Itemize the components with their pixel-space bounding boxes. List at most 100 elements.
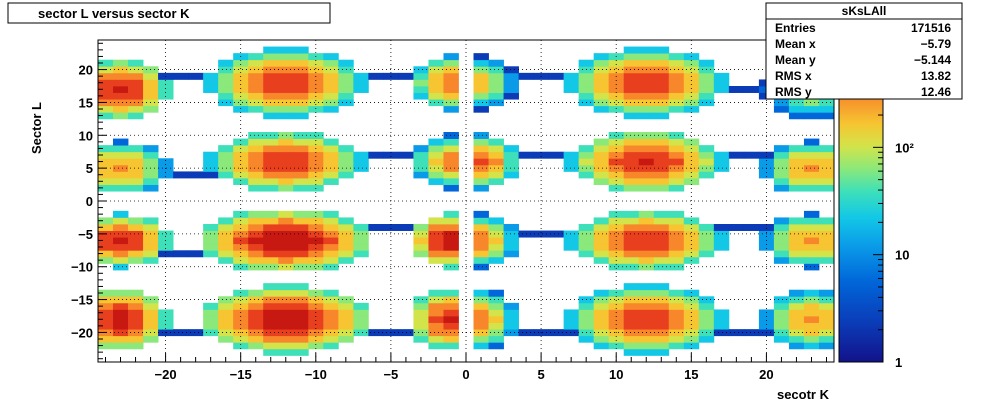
heatmap-cell [638,112,655,120]
heatmap-cell [443,329,459,337]
heatmap-cell [203,243,219,251]
heatmap-cell [323,256,339,264]
heatmap-cell [203,171,219,179]
heatmap-cell [338,322,354,330]
heatmap-cell [278,210,294,218]
heatmap-cell [113,243,129,251]
heatmap-cell [698,224,715,231]
heatmap-cell [293,302,309,310]
heatmap-cell [113,79,129,87]
heatmap-cell [248,302,264,310]
heatmap-cell [743,151,760,159]
heatmap-cell [473,178,489,185]
heatmap-cell [263,322,279,330]
heatmap-cell [683,224,700,231]
heatmap-cell [98,335,114,343]
heatmap-cell [233,210,249,218]
heatmap-cell [413,309,429,317]
heatmap-cell [278,138,294,146]
heatmap-cell [788,237,805,245]
heatmap-cell [113,164,129,172]
heatmap-cell [248,92,264,100]
heatmap-cell [218,59,234,67]
heatmap-cell [608,302,625,310]
heatmap-cell [593,72,610,80]
heatmap-cell [668,138,685,146]
heatmap-cell [638,151,655,159]
heatmap-cell [233,59,249,67]
heatmap-cell [323,178,339,185]
heatmap-cell [203,237,219,245]
heatmap-cell [248,309,264,317]
heatmap-cell [638,289,655,297]
heatmap-cell [488,178,504,185]
heatmap-cell [233,99,249,107]
heatmap-cell [593,66,610,74]
heatmap-cell [218,224,234,231]
heatmap-cell [143,316,159,323]
heatmap-cell [503,329,519,337]
heatmap-cell [248,132,264,139]
heatmap-cell [503,243,519,251]
heatmap-cell [278,171,294,179]
heatmap-cell [473,72,489,80]
heatmap-cell [113,112,129,120]
heatmap-cell [263,243,279,251]
heatmap-cell [263,184,279,192]
heatmap-cell [128,59,144,67]
heatmap-cell [278,151,294,159]
heatmap-cell [278,256,294,264]
heatmap-cell [698,145,715,153]
heatmap-cell [653,59,670,67]
heatmap-cell [653,79,670,87]
heatmap-cell [278,335,294,343]
heatmap-cell [473,86,489,93]
heatmap-cell [818,289,835,297]
heatmap-cell [353,164,369,172]
heatmap-cell [368,72,384,80]
heatmap-cell [128,145,144,153]
heatmap-cell [248,86,264,93]
heatmap-cell [443,309,459,317]
heatmap-cell [503,158,519,166]
heatmap-cell [488,230,504,238]
heatmap-cell [788,309,805,317]
heatmap-cell [353,250,369,258]
heatmap-cell [233,178,249,185]
heatmap-cell [308,322,324,330]
heatmap-cell [278,145,294,153]
heatmap-cell [443,72,459,80]
heatmap-cell [473,92,489,100]
heatmap-cell [668,217,685,225]
heatmap-cell [698,250,715,258]
heatmap-cell [473,151,489,159]
heatmap-cell [98,105,114,113]
heatmap-cell [263,348,279,356]
heatmap-cell [263,309,279,317]
heatmap-cell [293,348,309,356]
heatmap-cell [668,296,685,304]
heatmap-cell [293,296,309,304]
heatmap-cell [758,316,775,323]
heatmap-cell [668,210,685,218]
heatmap-cell [623,342,640,350]
heatmap-cell [323,237,339,245]
heatmap-cell [593,250,610,258]
heatmap-cell [488,158,504,166]
heatmap-cell [338,302,354,310]
heatmap-cell [218,230,234,238]
heatmap-cell [593,171,610,179]
heatmap-cell [128,237,144,245]
heatmap-cell [773,164,790,172]
heatmap-cell [338,59,354,67]
heatmap-cell [503,66,519,74]
heatmap-cell [98,217,114,225]
heatmap-cell [713,164,730,172]
heatmap-cell [578,92,595,100]
heatmap-cell [353,72,369,80]
heatmap-cell [563,79,580,87]
heatmap-cell [143,250,159,258]
heatmap-cell [818,178,835,185]
heatmap-cell [113,86,129,93]
heatmap-cell [728,86,745,93]
